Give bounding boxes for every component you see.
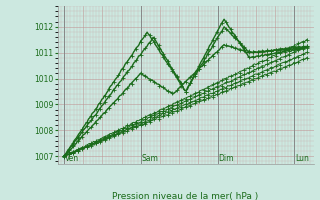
Text: Dim: Dim [219,154,234,163]
Text: Sam: Sam [142,154,159,163]
Text: Ven: Ven [65,154,79,163]
Text: Lun: Lun [295,154,309,163]
Text: Pression niveau de la mer( hPa ): Pression niveau de la mer( hPa ) [112,192,259,200]
